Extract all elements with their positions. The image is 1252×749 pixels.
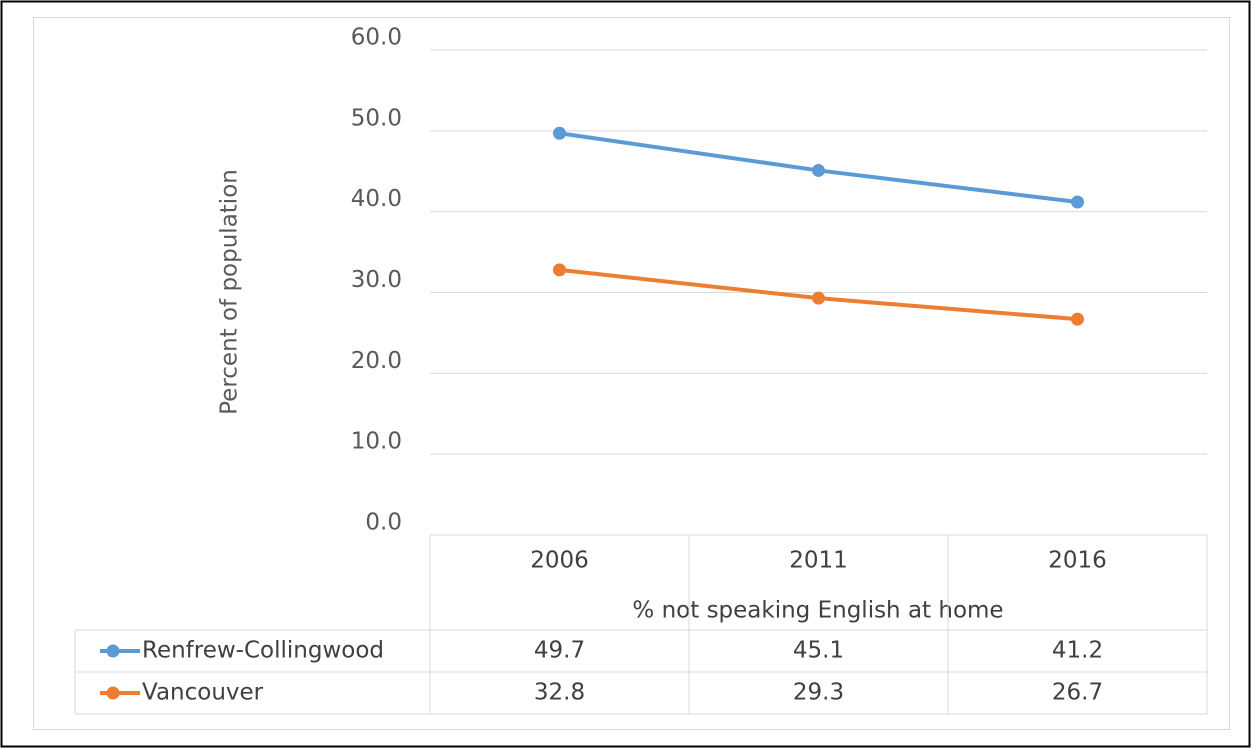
legend-marker <box>106 686 120 700</box>
y-tick-label: 10.0 <box>351 429 402 455</box>
legend-marker <box>106 644 120 658</box>
y-axis-label: Percent of population <box>217 169 243 415</box>
x-axis-label: % not speaking English at home <box>632 598 1003 624</box>
chart-frame <box>33 17 1230 730</box>
table-value: 41.2 <box>1052 638 1103 664</box>
y-tick-label: 60.0 <box>351 25 402 51</box>
table-value: 32.8 <box>534 680 585 706</box>
y-tick-label: 40.0 <box>351 186 402 212</box>
data-point <box>553 126 566 140</box>
data-point <box>1071 195 1084 209</box>
x-tick-label: 2006 <box>530 548 589 574</box>
table-value: 45.1 <box>793 638 844 664</box>
table-value: 26.7 <box>1052 680 1103 706</box>
legend-label: Vancouver <box>142 680 264 706</box>
legend-label: Renfrew-Collingwood <box>142 638 384 664</box>
data-point <box>812 163 825 177</box>
y-tick-label: 20.0 <box>351 348 402 374</box>
data-point <box>1071 312 1084 326</box>
table-value: 29.3 <box>793 680 844 706</box>
x-tick-label: 2016 <box>1048 548 1107 574</box>
data-point <box>553 263 566 277</box>
table-value: 49.7 <box>534 638 585 664</box>
y-tick-label: 50.0 <box>351 105 402 131</box>
y-tick-label: 0.0 <box>365 510 402 536</box>
y-tick-label: 30.0 <box>351 267 402 293</box>
x-tick-label: 2011 <box>789 548 848 574</box>
data-point <box>812 291 825 305</box>
